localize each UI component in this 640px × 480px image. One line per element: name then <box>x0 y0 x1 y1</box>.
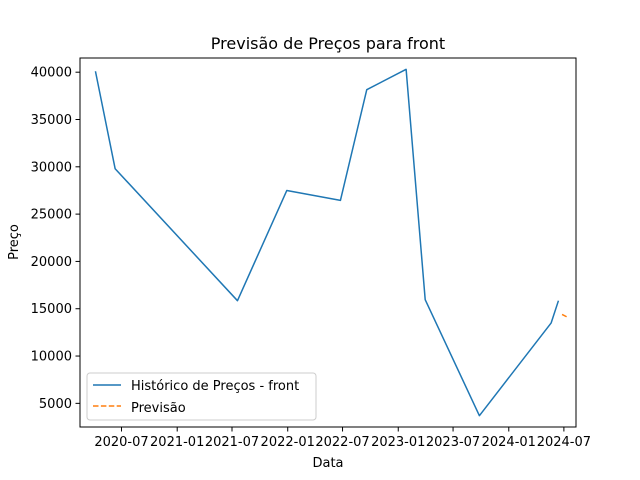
y-tick-label-4: 25000 <box>31 208 72 223</box>
series-layer <box>94 68 567 417</box>
series-line-0 <box>94 68 560 417</box>
x-tick-label-5: 2023-01 <box>371 435 425 450</box>
y-tick-label-6: 35000 <box>31 113 72 128</box>
legend-box <box>86 372 317 421</box>
x-tick-label-1: 2021-01 <box>150 435 204 450</box>
legend-label-previsao: Previsão <box>131 401 186 416</box>
plot-area <box>80 58 576 427</box>
series-line-1 <box>561 313 567 318</box>
y-axis-label: Preço <box>7 224 22 260</box>
x-tick-label-7: 2024-01 <box>482 435 536 450</box>
plot-frame <box>79 57 577 428</box>
y-tick-label-2: 15000 <box>31 302 72 317</box>
x-tick-label-6: 2023-07 <box>426 435 480 450</box>
y-tick-label-5: 30000 <box>31 160 72 175</box>
y-tick-label-0: 5000 <box>39 397 72 412</box>
chart-title: Previsão de Preços para front <box>211 34 445 53</box>
x-tick-label-2: 2021-07 <box>205 435 259 450</box>
y-axis-ticks: 5000 10000 15000 20000 25000 30000 35000 40000 <box>31 66 80 412</box>
legend-label-historico: Histórico de Preços - front <box>131 379 299 394</box>
y-tick-label-3: 20000 <box>31 255 72 270</box>
x-tick-label-8: 2024-07 <box>537 435 591 450</box>
x-tick-label-4: 2022-07 <box>315 435 369 450</box>
y-tick-label-7: 40000 <box>31 66 72 81</box>
x-axis-label: Data <box>312 456 343 471</box>
x-axis-ticks: 2020-07 2021-01 2021-07 2022-01 2022-07 2023-… <box>94 427 591 450</box>
x-tick-label-3: 2022-01 <box>261 435 315 450</box>
y-tick-label-1: 10000 <box>31 350 72 365</box>
legend: Histórico de Preços - front Previsão <box>86 372 317 421</box>
x-tick-label-0: 2020-07 <box>94 435 148 450</box>
